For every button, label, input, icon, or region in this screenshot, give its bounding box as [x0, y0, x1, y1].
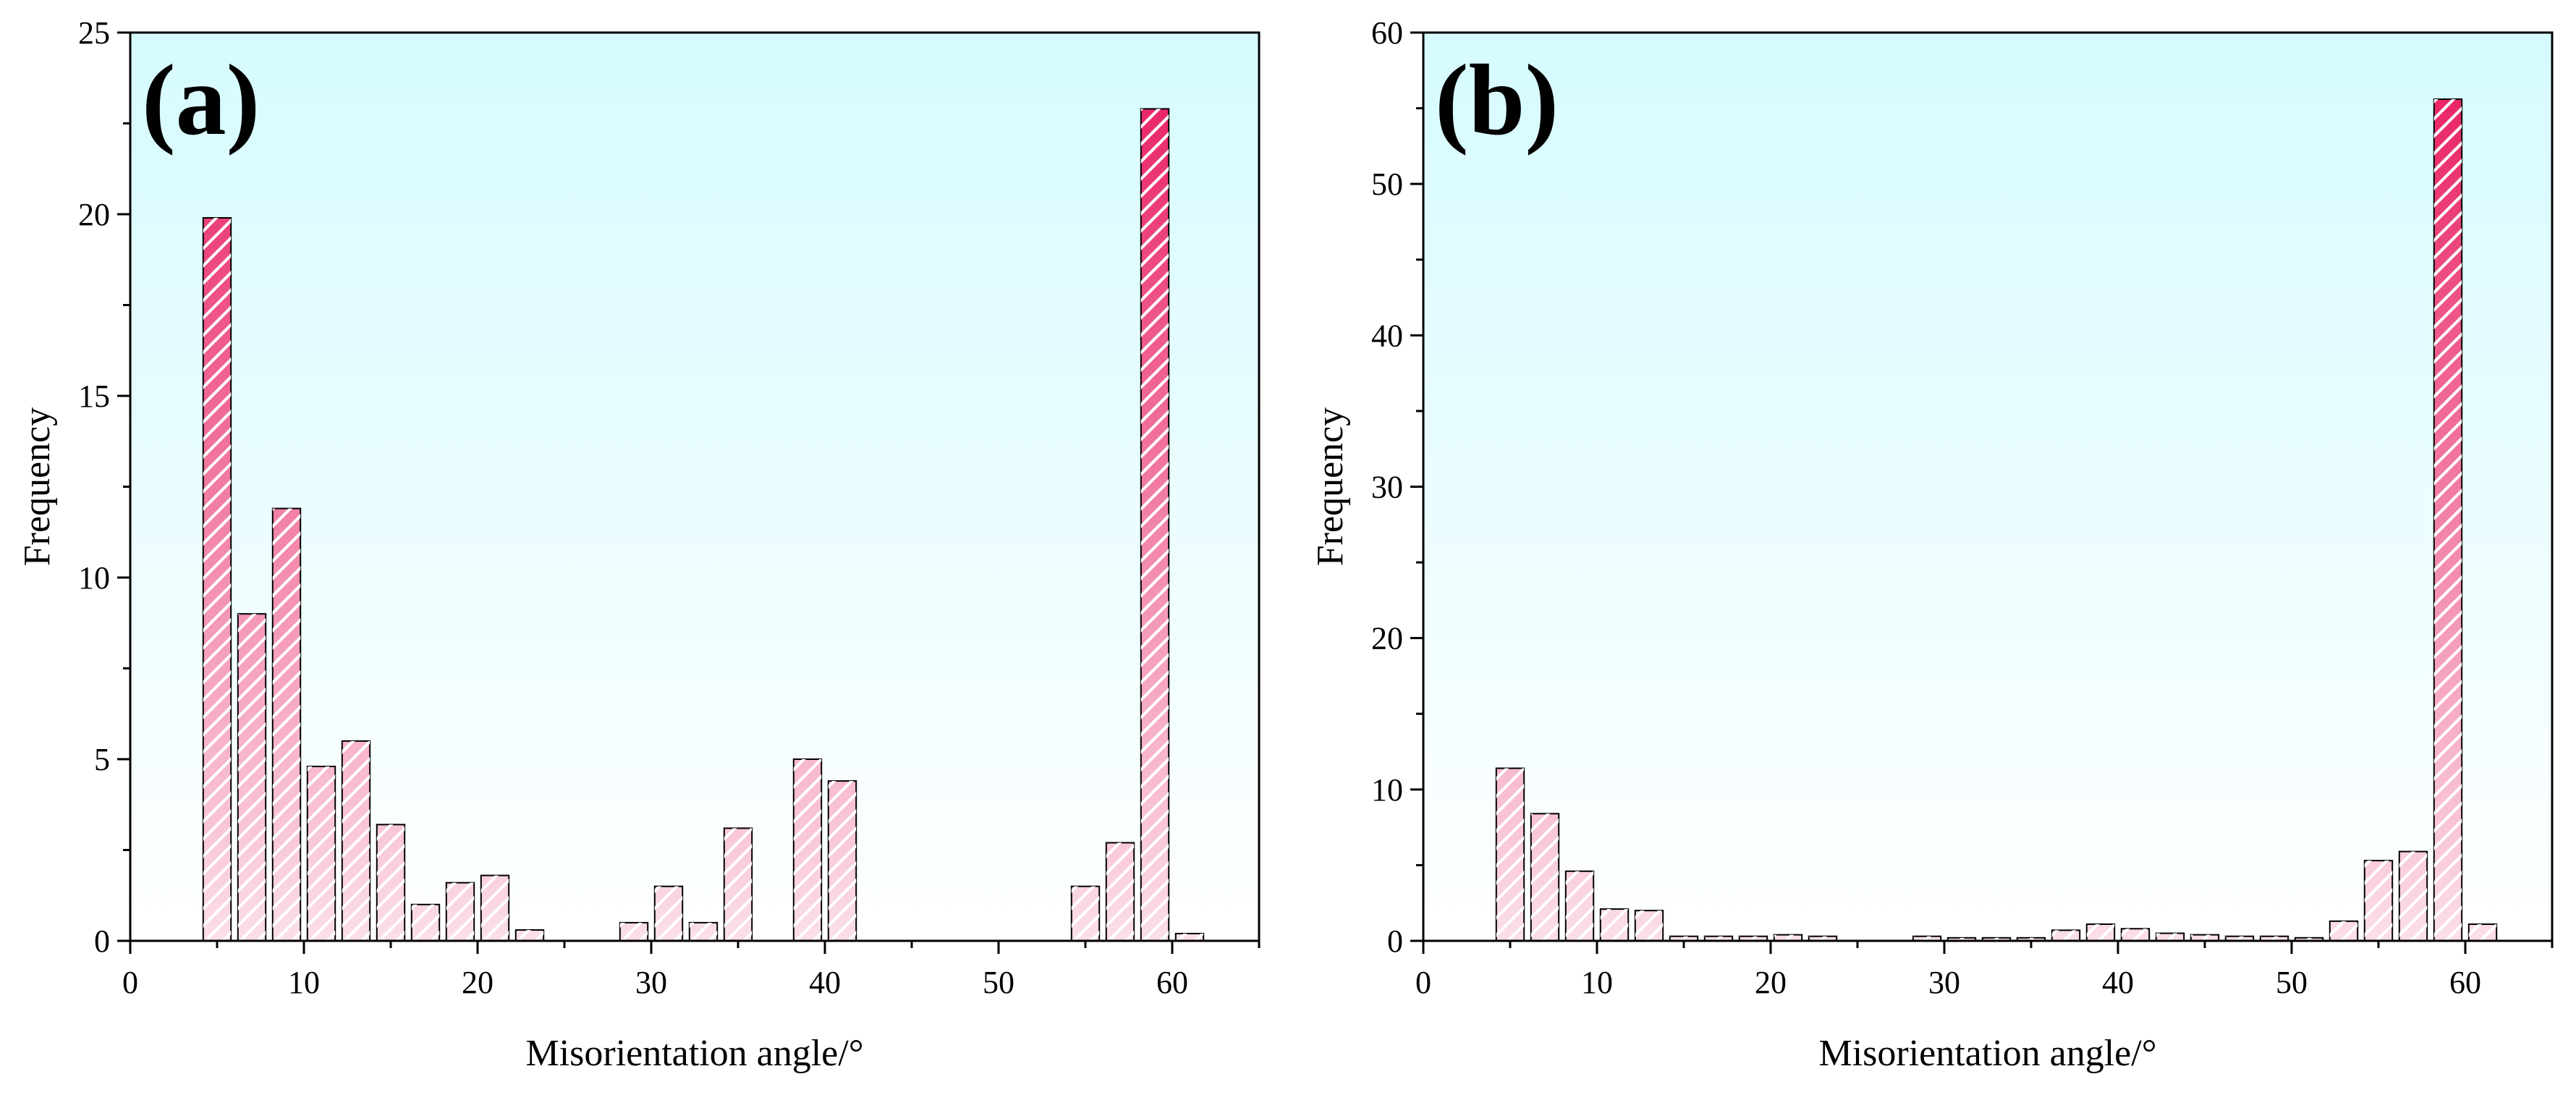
bar-hatch — [1912, 936, 1941, 941]
x-axis-title: Misorientation angle/° — [1818, 1033, 2156, 1074]
x-tick-label: 50 — [2276, 965, 2308, 1000]
bar-hatch — [480, 875, 509, 941]
bar-hatch — [724, 828, 753, 941]
bar-hatch — [272, 508, 301, 941]
bar-hatch — [1600, 909, 1629, 941]
bar-hatch — [828, 781, 857, 941]
panel-b: 0 10 20 30 40 50 60 0 10 20 30 40 50 60 Misorientation… — [1310, 15, 2554, 1074]
bar-hatch — [2225, 936, 2254, 941]
bar-hatch — [1140, 109, 1169, 941]
y-tick-label: 15 — [78, 379, 110, 414]
panel-label: (a) — [142, 44, 260, 156]
bar-hatch — [1739, 936, 1768, 941]
plot-background — [1423, 33, 2552, 941]
bar-hatch — [446, 882, 475, 941]
bar-hatch — [307, 766, 336, 941]
bar-hatch — [1669, 936, 1698, 941]
y-tick-label: 20 — [78, 197, 110, 232]
bar-hatch — [1565, 871, 1594, 941]
bar-hatch — [2295, 937, 2323, 941]
y-axis-title: Frequency — [17, 407, 58, 566]
y-tick-label: 25 — [78, 15, 110, 51]
x-axis-title: Misorientation angle/° — [525, 1033, 863, 1074]
x-tick-label: 20 — [462, 965, 493, 1000]
x-tick-label: 30 — [1928, 965, 1960, 1000]
bar-hatch — [342, 740, 370, 941]
bar-hatch — [1175, 933, 1204, 941]
bar-hatch — [2433, 99, 2462, 942]
panel-label: (b) — [1435, 44, 1559, 156]
bar-hatch — [203, 218, 232, 941]
bar-hatch — [2156, 933, 2185, 941]
bar-hatch — [689, 922, 718, 941]
bar-hatch — [2399, 851, 2428, 941]
bar-hatch — [2086, 923, 2115, 941]
bar-hatch — [411, 904, 440, 941]
bar-hatch — [1982, 937, 2011, 941]
x-tick-label: 10 — [1581, 965, 1613, 1000]
y-tick-label: 40 — [1371, 318, 1403, 353]
bar-hatch — [2329, 921, 2358, 941]
bar-hatch — [2190, 934, 2219, 941]
bar-hatch — [1704, 936, 1733, 941]
bar-hatch — [1530, 813, 1559, 941]
bar-hatch — [793, 759, 822, 941]
bar-hatch — [376, 824, 405, 941]
bar-hatch — [237, 614, 266, 941]
y-tick-label: 10 — [78, 560, 110, 596]
bar-hatch — [1635, 910, 1664, 941]
x-tick-label: 60 — [1156, 965, 1188, 1000]
bar-hatch — [2017, 937, 2046, 941]
x-tick-label: 60 — [2449, 965, 2481, 1000]
y-tick-label: 5 — [94, 742, 110, 777]
y-tick-label: 0 — [94, 923, 110, 959]
bar-hatch — [2260, 936, 2289, 941]
x-tick-label: 0 — [122, 965, 138, 1000]
y-tick-label: 0 — [1387, 923, 1403, 959]
y-tick-label: 10 — [1371, 772, 1403, 808]
bar-hatch — [2051, 930, 2080, 941]
bar-hatch — [2121, 929, 2150, 941]
x-tick-label: 40 — [809, 965, 841, 1000]
bar-hatch — [1106, 842, 1135, 941]
y-tick-label: 30 — [1371, 470, 1403, 505]
bar-hatch — [2364, 861, 2393, 941]
bar-hatch — [1496, 768, 1525, 941]
bar-hatch — [2468, 923, 2497, 941]
x-tick-label: 50 — [983, 965, 1014, 1000]
bar-hatch — [1071, 886, 1100, 941]
x-tick-label: 20 — [1755, 965, 1787, 1000]
y-tick-label: 60 — [1371, 15, 1403, 51]
bar-hatch — [1774, 934, 1802, 941]
x-tick-label: 40 — [2102, 965, 2134, 1000]
y-axis-title: Frequency — [1310, 407, 1351, 566]
y-tick-label: 50 — [1371, 166, 1403, 202]
x-tick-label: 30 — [635, 965, 667, 1000]
bar-hatch — [619, 922, 648, 941]
bar-hatch — [515, 929, 544, 941]
bar-hatch — [654, 886, 683, 941]
panel-a: 0 10 20 30 40 50 60 0 5 10 15 20 25 Misorientation an… — [17, 15, 1261, 1074]
x-tick-label: 0 — [1415, 965, 1431, 1000]
bar-hatch — [1947, 937, 1976, 941]
bar-hatch — [1808, 936, 1837, 941]
x-tick-label: 10 — [288, 965, 320, 1000]
y-tick-label: 20 — [1371, 621, 1403, 656]
